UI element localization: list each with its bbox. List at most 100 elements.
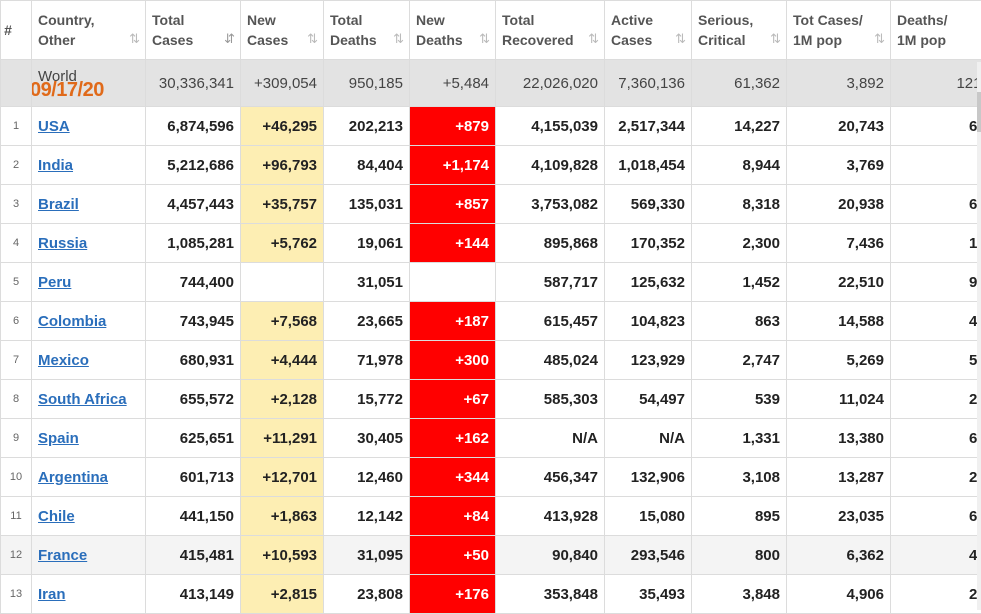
header-line1: New [416,12,445,28]
row-number: 13 [1,575,32,614]
header-line2: Deaths [330,32,377,48]
serious-critical-cell: 14,227 [692,107,787,146]
country-link[interactable]: Peru [38,274,71,291]
vertical-scrollbar[interactable] [977,62,981,610]
sort-icon[interactable]: ⇅ [874,29,882,49]
total-deaths-cell: 84,404 [324,146,410,185]
country-cell: USA [32,107,146,146]
column-header-1[interactable]: Country,Other⇅ [32,1,146,60]
sort-icon[interactable]: ⇅ [479,29,487,49]
column-header-9[interactable]: Tot Cases/1M pop⇅ [787,1,891,60]
country-link[interactable]: Brazil [38,196,79,213]
serious-critical-cell: 800 [692,536,787,575]
deaths-per-1m-cell: 634 [891,497,981,536]
sort-icon[interactable]: ⇅ [770,29,778,49]
active-cases-cell: 132,906 [605,458,692,497]
serious-critical-cell: 1,452 [692,263,787,302]
serious-critical-cell: 8,318 [692,185,787,224]
active-cases-cell: 15,080 [605,497,692,536]
row-number: 2 [1,146,32,185]
cases-per-1m-cell: 6,362 [787,536,891,575]
total-deaths-cell: 31,051 [324,263,410,302]
serious-critical-cell: 863 [692,302,787,341]
serious-critical-cell: 3,108 [692,458,787,497]
row-number: 10 [1,458,32,497]
serious-critical-cell: 8,944 [692,146,787,185]
column-header-10[interactable]: Deaths/1M pop⇅ [891,1,981,60]
column-header-label: Tot Cases/1M pop [793,10,884,50]
active-cases-cell: 170,352 [605,224,692,263]
scrollbar-thumb[interactable] [977,92,981,132]
column-header-3[interactable]: New Cases ⇅ [241,1,324,60]
country-link[interactable]: South Africa [38,391,127,408]
date-overlay: 09/17/20 [32,79,104,102]
column-header-label: Serious,Critical [698,10,780,50]
new-cases-cell: +1,863 [241,497,324,536]
header-line1: New [247,12,276,28]
country-link[interactable]: Chile [38,508,75,525]
deaths-per-1m-cell: 557 [891,341,981,380]
world-new-cases: +309,054 [241,60,324,107]
header-line1: Serious, [698,12,753,28]
new-deaths-cell: +187 [410,302,496,341]
total-cases-cell: 4,457,443 [146,185,241,224]
new-deaths-cell: +300 [410,341,496,380]
column-header-label: New Deaths [416,10,489,50]
header-line2: 1M pop [793,32,842,48]
sort-icon[interactable]: ⇅ [675,29,683,49]
country-cell: South Africa [32,380,146,419]
header-line1: Deaths/ [897,12,948,28]
new-deaths-cell: +857 [410,185,496,224]
country-link[interactable]: Mexico [38,352,89,369]
country-link[interactable]: Argentina [38,469,108,486]
country-link[interactable]: Colombia [38,313,106,330]
total-recovered-cell: 413,928 [496,497,605,536]
deaths-per-1m-cell: 476 [891,536,981,575]
sort-icon[interactable]: ⇅ [129,29,137,49]
new-cases-cell: +10,593 [241,536,324,575]
country-link[interactable]: India [38,157,73,174]
column-header-8[interactable]: Serious,Critical⇅ [692,1,787,60]
country-link[interactable]: Iran [38,586,66,603]
header-line1: Active [611,12,653,28]
world-row-number [1,60,32,107]
sort-icon[interactable]: ⇅ [588,29,596,49]
active-cases-cell: 1,018,454 [605,146,692,185]
header-line1: Total [152,12,184,28]
row-number: 5 [1,263,32,302]
header-line2: Deaths [416,32,463,48]
country-link[interactable]: Spain [38,430,79,447]
cases-per-1m-cell: 20,743 [787,107,891,146]
country-link[interactable]: USA [38,118,70,135]
cases-per-1m-cell: 3,769 [787,146,891,185]
total-cases-cell: 680,931 [146,341,241,380]
sort-icon[interactable]: ⇅ [307,29,315,49]
sort-icon[interactable]: ⇅ [393,29,401,49]
column-header-4[interactable]: Total Deaths ⇅ [324,1,410,60]
country-cell: Spain [32,419,146,458]
total-deaths-cell: 71,978 [324,341,410,380]
serious-critical-cell: 895 [692,497,787,536]
country-link[interactable]: France [38,547,87,564]
sort-icon[interactable]: ⇵ [224,29,232,49]
total-cases-cell: 1,085,281 [146,224,241,263]
world-new-deaths: +5,484 [410,60,496,107]
cases-per-1m-cell: 4,906 [787,575,891,614]
column-header-5[interactable]: New Deaths ⇅ [410,1,496,60]
country-link[interactable]: Russia [38,235,87,252]
active-cases-cell: 125,632 [605,263,692,302]
new-deaths-cell [410,263,496,302]
total-cases-cell: 413,149 [146,575,241,614]
header-line1: Total [330,12,362,28]
header-line2: Cases [247,32,288,48]
new-cases-cell: +96,793 [241,146,324,185]
